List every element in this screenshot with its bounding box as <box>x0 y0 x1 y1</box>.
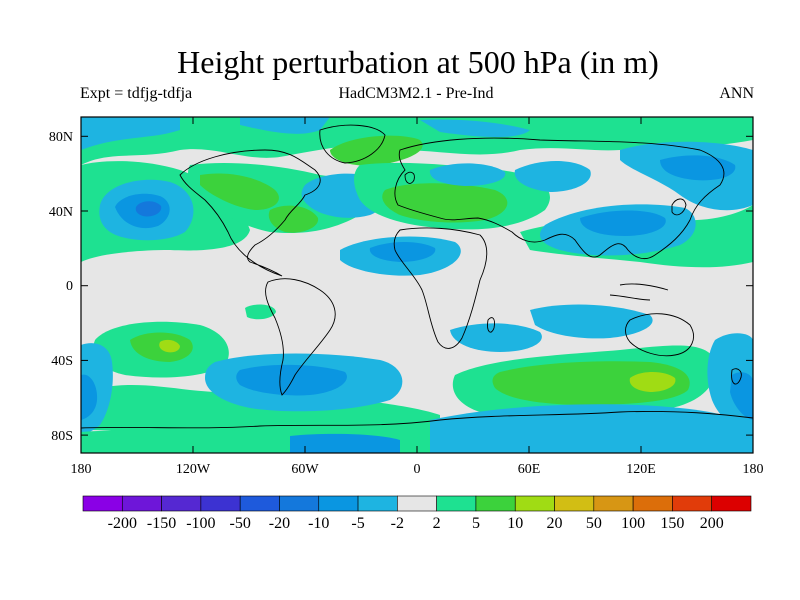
plot-title: Height perturbation at 500 hPa (in m) <box>177 44 659 80</box>
colorbar-label: 100 <box>621 515 645 532</box>
colorbar-swatch <box>239 495 280 512</box>
anomaly-region <box>629 372 676 392</box>
experiment-label: Expt = tdfjg-tdfja <box>80 85 193 102</box>
coast-japan <box>671 198 687 216</box>
colorbar-label: 10 <box>507 515 523 532</box>
colorbar-label: -20 <box>269 515 290 532</box>
anomaly-region <box>420 119 530 137</box>
colorbar-swatch <box>593 495 634 512</box>
lon-tick-label: 60E <box>518 462 541 477</box>
anomaly-region <box>135 201 162 217</box>
anomaly-region <box>514 161 591 192</box>
colorbar-swatch <box>397 495 437 512</box>
lon-tick-label: 120W <box>176 462 211 477</box>
colorbar-label: 200 <box>700 515 724 532</box>
lon-tick-label: 180 <box>743 462 764 477</box>
anomaly-region <box>492 361 690 405</box>
coast-madagascar <box>487 317 495 333</box>
lat-tick-label: 80S <box>51 429 73 444</box>
coast-antarctica <box>81 411 753 429</box>
coast-uk <box>404 171 415 184</box>
anomaly-region <box>200 173 279 210</box>
season-label: ANN <box>719 85 754 102</box>
colorbar-swatch <box>632 495 673 512</box>
anomaly-region <box>530 304 653 339</box>
coast-north-america <box>179 149 321 277</box>
colorbar-labels: -200 -150 -100 -50 -20 -10 -5 -2 2 5 10 20 50 100 150 2… <box>108 515 724 532</box>
lon-tick-marks <box>80 117 754 453</box>
colorbar-swatch <box>279 495 320 512</box>
colorbar-swatch <box>357 495 398 512</box>
anomaly-region <box>382 183 508 223</box>
colorbar-label: -200 <box>108 515 137 532</box>
colorbar-label: -50 <box>230 515 251 532</box>
coast-new-zealand <box>731 368 742 385</box>
anomaly-region <box>660 155 736 181</box>
colorbar-label: 20 <box>547 515 563 532</box>
lat-tick-label: 0 <box>66 279 73 294</box>
lon-tick-label: 120E <box>626 462 656 477</box>
colorbar-swatch <box>514 495 555 512</box>
colorbar-swatch <box>554 495 595 512</box>
colorbar-label: -5 <box>351 515 364 532</box>
coast-africa <box>393 227 488 349</box>
colorbar-swatch <box>436 495 477 512</box>
coast-greenland <box>319 124 386 164</box>
coast-indonesia <box>609 283 669 301</box>
lon-tick-label: 60W <box>291 462 319 477</box>
colorbar-label: 5 <box>472 515 480 532</box>
lat-tick-label: 80N <box>49 130 73 145</box>
anomaly-region <box>245 304 276 320</box>
colorbar-swatch <box>200 495 241 512</box>
anomaly-region <box>450 323 542 352</box>
colorbar-swatch <box>121 495 162 512</box>
anomaly-region <box>580 210 666 236</box>
coast-eurasia <box>394 137 725 260</box>
anomaly-region <box>290 433 400 453</box>
anomaly-region <box>81 374 98 420</box>
coast-australia <box>625 313 694 357</box>
anomaly-region <box>369 242 436 262</box>
model-label: HadCM3M2.1 - Pre-Ind <box>338 85 494 102</box>
colorbar <box>82 495 752 512</box>
anomaly-region <box>268 205 319 233</box>
anomaly-region <box>236 364 347 396</box>
anomaly-region <box>81 117 180 150</box>
anomaly-region <box>240 117 330 134</box>
colorbar-swatch <box>475 495 516 512</box>
coastlines <box>81 124 753 429</box>
colorbar-swatch <box>161 495 202 512</box>
lon-tick-label: 0 <box>414 462 421 477</box>
colorbar-label: 2 <box>433 515 441 532</box>
colorbar-label: -150 <box>147 515 176 532</box>
anomaly-region <box>81 385 440 440</box>
coast-south-america <box>265 278 336 396</box>
colorbar-swatch <box>82 495 123 512</box>
colorbar-label: 50 <box>586 515 602 532</box>
map-field <box>81 117 753 453</box>
colorbar-label: -100 <box>186 515 215 532</box>
lon-tick-label: 180 <box>71 462 92 477</box>
anomaly-region <box>429 163 506 186</box>
colorbar-swatch <box>711 495 752 512</box>
lat-tick-marks <box>81 135 753 436</box>
lat-tick-label: 40S <box>51 354 73 369</box>
colorbar-label: -10 <box>308 515 329 532</box>
colorbar-label: -2 <box>391 515 404 532</box>
lat-tick-label: 40N <box>49 205 73 220</box>
colorbar-swatch <box>318 495 359 512</box>
anomaly-region <box>159 339 180 353</box>
anomaly-region <box>430 404 753 453</box>
colorbar-label: 150 <box>660 515 684 532</box>
colorbar-swatch <box>672 495 712 512</box>
